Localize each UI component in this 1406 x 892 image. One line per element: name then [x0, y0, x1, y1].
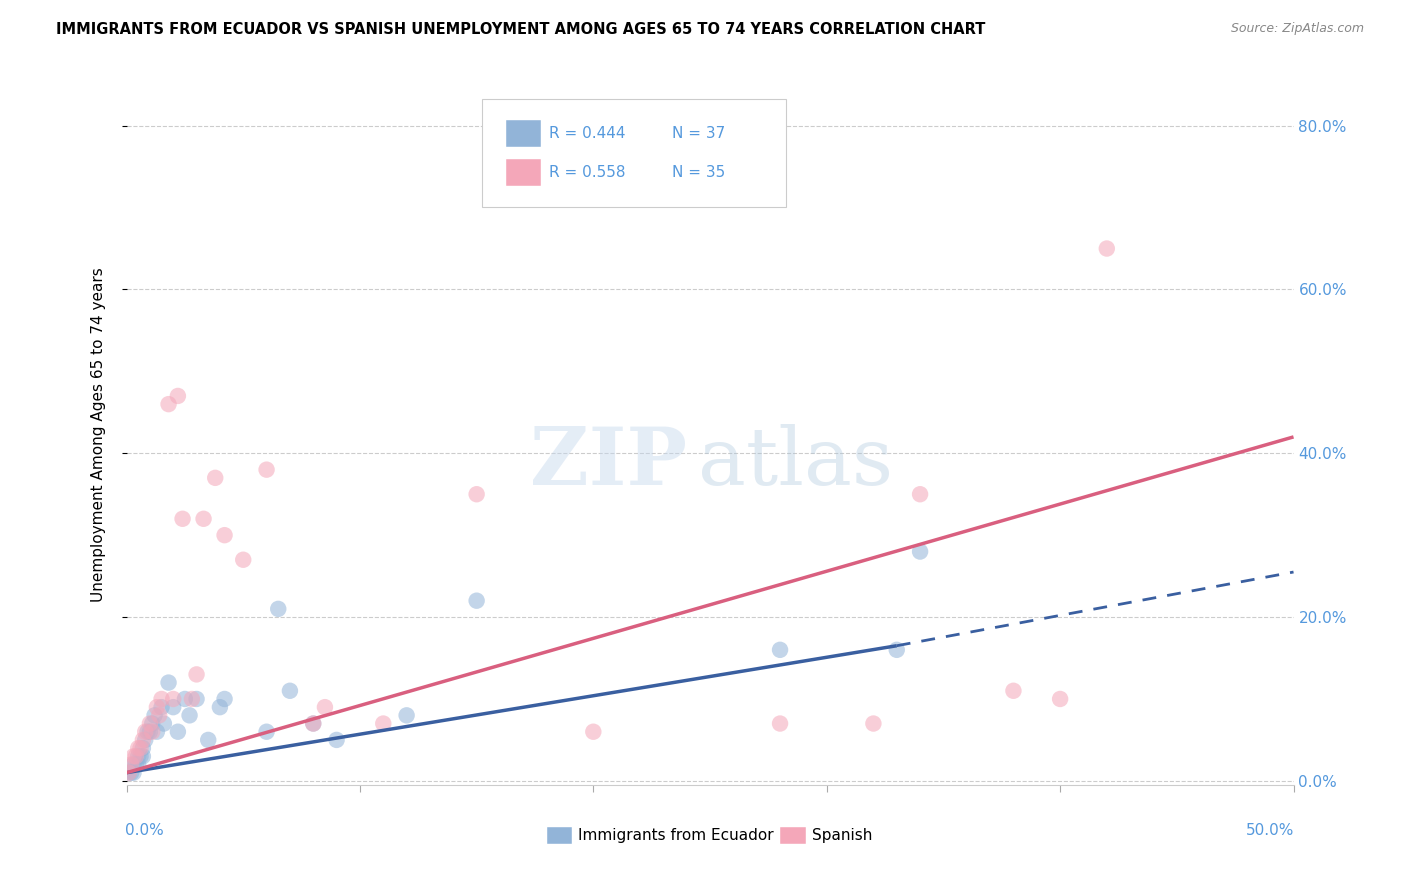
Point	[122, 749, 145, 764]
Point	[465, 593, 488, 607]
FancyBboxPatch shape	[506, 159, 541, 186]
Point	[157, 675, 180, 690]
Point	[582, 724, 605, 739]
Point	[1002, 683, 1025, 698]
Point	[143, 708, 166, 723]
Point	[197, 733, 219, 747]
Text: N = 35: N = 35	[672, 165, 724, 180]
Text: R = 0.558: R = 0.558	[548, 165, 626, 180]
Point	[908, 487, 931, 501]
Point	[267, 602, 290, 616]
Text: ZIP: ZIP	[530, 424, 686, 502]
Point	[908, 544, 931, 558]
Point	[214, 692, 236, 706]
Text: Immigrants from Ecuador: Immigrants from Ecuador	[578, 828, 773, 843]
Text: N = 37: N = 37	[672, 127, 724, 141]
Point	[127, 757, 149, 772]
Point	[127, 741, 149, 756]
Point	[125, 749, 148, 764]
Point	[162, 700, 184, 714]
Point	[146, 724, 169, 739]
Point	[278, 683, 301, 698]
Point	[167, 389, 190, 403]
Point	[232, 553, 254, 567]
Point	[141, 716, 163, 731]
Text: R = 0.444: R = 0.444	[548, 127, 626, 141]
Point	[769, 716, 792, 731]
Point	[174, 692, 197, 706]
Point	[132, 733, 155, 747]
Point	[134, 724, 156, 739]
Point	[256, 724, 278, 739]
Point	[1049, 692, 1071, 706]
FancyBboxPatch shape	[506, 120, 541, 147]
FancyBboxPatch shape	[547, 827, 572, 844]
Point	[302, 716, 325, 731]
Point	[465, 487, 488, 501]
Point	[302, 716, 325, 731]
Point	[148, 708, 170, 723]
Point	[125, 757, 148, 772]
Text: 50.0%: 50.0%	[1246, 823, 1295, 838]
Point	[204, 471, 226, 485]
Text: IMMIGRANTS FROM ECUADOR VS SPANISH UNEMPLOYMENT AMONG AGES 65 TO 74 YEARS CORREL: IMMIGRANTS FROM ECUADOR VS SPANISH UNEMP…	[56, 22, 986, 37]
Point	[139, 716, 162, 731]
Point	[122, 757, 145, 772]
Point	[132, 749, 155, 764]
Point	[862, 716, 884, 731]
Point	[186, 692, 208, 706]
Text: Spanish: Spanish	[811, 828, 872, 843]
Point	[129, 741, 152, 756]
Y-axis label: Unemployment Among Ages 65 to 74 years: Unemployment Among Ages 65 to 74 years	[91, 268, 105, 602]
Text: Source: ZipAtlas.com: Source: ZipAtlas.com	[1230, 22, 1364, 36]
Point	[172, 512, 194, 526]
Point	[167, 724, 190, 739]
Point	[150, 692, 173, 706]
Point	[180, 692, 202, 706]
Point	[153, 716, 176, 731]
Point	[1095, 242, 1118, 256]
Text: atlas: atlas	[699, 424, 893, 502]
Point	[157, 397, 180, 411]
Point	[214, 528, 236, 542]
Text: 0.0%: 0.0%	[125, 823, 165, 838]
Point	[132, 741, 155, 756]
Point	[146, 700, 169, 714]
Point	[120, 765, 142, 780]
Point	[208, 700, 231, 714]
Point	[395, 708, 418, 723]
Point	[325, 733, 347, 747]
Point	[150, 700, 173, 714]
Point	[256, 463, 278, 477]
Point	[314, 700, 336, 714]
Point	[139, 724, 162, 739]
FancyBboxPatch shape	[482, 99, 786, 207]
Point	[193, 512, 215, 526]
Point	[136, 724, 159, 739]
FancyBboxPatch shape	[780, 827, 806, 844]
Point	[122, 765, 145, 780]
Point	[129, 749, 152, 764]
Point	[886, 643, 908, 657]
Point	[769, 643, 792, 657]
Point	[127, 749, 149, 764]
Point	[179, 708, 201, 723]
Point	[141, 724, 163, 739]
Point	[134, 733, 156, 747]
Point	[373, 716, 395, 731]
Point	[118, 765, 141, 780]
Point	[186, 667, 208, 681]
Point	[118, 765, 141, 780]
Point	[120, 757, 142, 772]
Point	[162, 692, 184, 706]
